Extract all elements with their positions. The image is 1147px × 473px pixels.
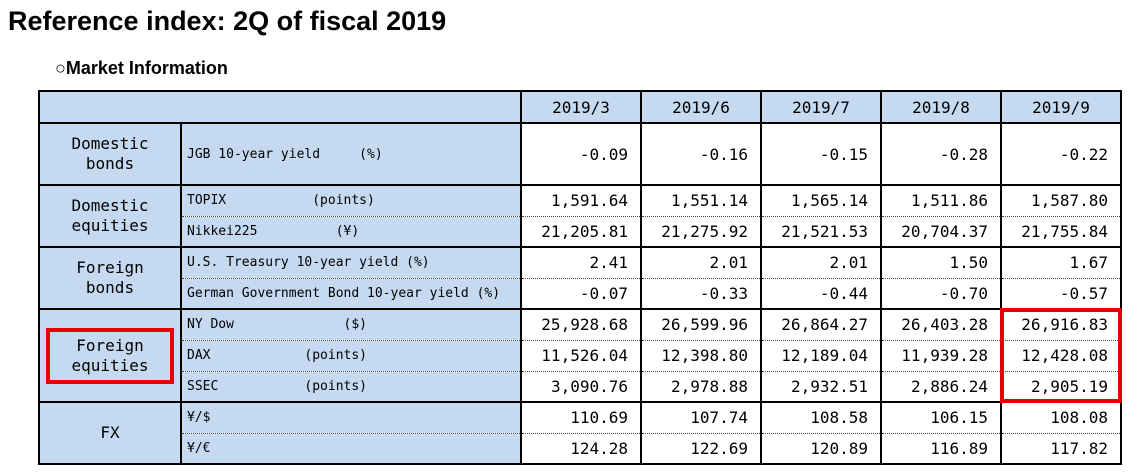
value-cell: -0.09 [520, 122, 642, 186]
value-cell: -0.28 [880, 122, 1002, 186]
category-label: Domestic equities [71, 196, 149, 235]
category-label: FX [100, 423, 120, 442]
category-cell: Foreign equities [38, 308, 182, 403]
value-cell: 107.74 [640, 401, 762, 434]
column-header-2019-6: 2019/6 [640, 90, 762, 124]
value-cell: 26,403.28 [880, 308, 1002, 341]
table-row: Nikkei225 (¥) 21,205.81 21,275.92 21,521.53… [39, 215, 1122, 248]
section-heading: ○Market Information [55, 58, 1147, 79]
value-cell: 2,886.24 [880, 370, 1002, 403]
section-title: Market Information [65, 58, 228, 78]
indicator-label: TOPIX (points) [180, 184, 522, 217]
indicator-label: NY Dow ($) [180, 308, 522, 341]
value-cell: 116.89 [880, 432, 1002, 465]
value-cell: 122.69 [640, 432, 762, 465]
indicator-label: ¥/$ [180, 401, 522, 434]
indicator-label: JGB 10-year yield (%) [180, 122, 522, 186]
value-cell: 12,398.80 [640, 339, 762, 372]
page-title: Reference index: 2Q of fiscal 2019 [8, 6, 447, 36]
value-cell: -0.33 [640, 277, 762, 310]
table-row: Foreign bonds U.S. Treasury 10-year yield… [38, 246, 1122, 310]
column-header-2019-7: 2019/7 [760, 90, 882, 124]
indicator-label: ¥/€ [180, 432, 522, 465]
value-cell: 21,275.92 [640, 215, 762, 248]
value-cell: 108.58 [760, 401, 882, 434]
value-cell: 2.01 [760, 246, 882, 279]
value-cell: 2,905.19 [1000, 370, 1122, 403]
value-cell: 11,939.28 [880, 339, 1002, 372]
market-information-table-wrap: 2019/3 2019/6 2019/7 2019/8 2019/9 Domestic … [38, 90, 1122, 465]
indicator-label: U.S. Treasury 10-year yield (%) [180, 246, 522, 279]
table-row: ¥/€ 124.28 122.69 120.89 116.89 117.82 [39, 432, 1122, 465]
value-cell: 12,428.08 [1000, 339, 1122, 372]
category-label-highlighted: Foreign equities [46, 327, 174, 384]
value-cell: 26,916.83 [1000, 308, 1122, 341]
table-row: German Government Bond 10-year yield (%)… [39, 277, 1122, 310]
value-cell: 1,587.80 [1000, 184, 1122, 217]
value-cell: 1.67 [1000, 246, 1122, 279]
value-cell: -0.15 [760, 122, 882, 186]
value-cell: 1,565.14 [760, 184, 882, 217]
value-cell: -0.07 [520, 277, 642, 310]
category-label: Foreign bonds [76, 258, 144, 297]
table-corner-cell [38, 90, 522, 124]
value-cell: 2,978.88 [640, 370, 762, 403]
value-cell: 21,755.84 [1000, 215, 1122, 248]
column-header-2019-3: 2019/3 [520, 90, 642, 124]
value-cell: 20,704.37 [880, 215, 1002, 248]
value-cell: 1,591.64 [520, 184, 642, 217]
value-cell: 1.50 [880, 246, 1002, 279]
table-row: Domestic equities TOPIX (points) 1,591.64 1… [38, 184, 1122, 248]
value-cell: 1,551.14 [640, 184, 762, 217]
table-row: FX ¥/$ 110.69 107.74 108.58 106.15 108.08 [38, 401, 1122, 465]
value-cell: -0.70 [880, 277, 1002, 310]
value-cell: -0.44 [760, 277, 882, 310]
circle-marker-icon: ○ [55, 58, 66, 78]
value-cell: -0.22 [1000, 122, 1122, 186]
category-cell: FX [38, 401, 182, 465]
indicator-label: German Government Bond 10-year yield (%) [180, 277, 522, 310]
table-row: Domestic bonds JGB 10-year yield (%) -0.09… [38, 122, 1122, 186]
category-cell: Domestic equities [38, 184, 182, 248]
value-cell: 117.82 [1000, 432, 1122, 465]
indicator-label: Nikkei225 (¥) [180, 215, 522, 248]
category-label: Domestic bonds [71, 134, 149, 173]
value-cell: -0.57 [1000, 277, 1122, 310]
value-cell: 2.01 [640, 246, 762, 279]
value-cell: 124.28 [520, 432, 642, 465]
market-information-table: 2019/3 2019/6 2019/7 2019/8 2019/9 Domestic … [38, 90, 1122, 465]
value-cell: 26,599.96 [640, 308, 762, 341]
table-row: DAX (points) 11,526.04 12,398.80 12,189.04 1… [39, 339, 1122, 372]
value-cell: 25,928.68 [520, 308, 642, 341]
table-row: SSEC (points) 3,090.76 2,978.88 2,932.51 2,8… [39, 370, 1122, 403]
value-cell: -0.16 [640, 122, 762, 186]
value-cell: 3,090.76 [520, 370, 642, 403]
value-cell: 26,864.27 [760, 308, 882, 341]
value-cell: 21,205.81 [520, 215, 642, 248]
indicator-label: SSEC (points) [180, 370, 522, 403]
value-cell: 108.08 [1000, 401, 1122, 434]
value-cell: 2.41 [520, 246, 642, 279]
value-cell: 110.69 [520, 401, 642, 434]
value-cell: 1,511.86 [880, 184, 1002, 217]
column-header-2019-9: 2019/9 [1000, 90, 1122, 124]
value-cell: 2,932.51 [760, 370, 882, 403]
value-cell: 12,189.04 [760, 339, 882, 372]
header-row: 2019/3 2019/6 2019/7 2019/8 2019/9 [38, 90, 1122, 124]
value-cell: 21,521.53 [760, 215, 882, 248]
value-cell: 11,526.04 [520, 339, 642, 372]
category-cell: Foreign bonds [38, 246, 182, 310]
value-cell: 120.89 [760, 432, 882, 465]
table-row: Foreign equities NY Dow ($) 25,928.68 26,59… [38, 308, 1122, 403]
category-cell: Domestic bonds [38, 122, 182, 186]
column-header-2019-8: 2019/8 [880, 90, 1002, 124]
value-cell: 106.15 [880, 401, 1002, 434]
indicator-label: DAX (points) [180, 339, 522, 372]
